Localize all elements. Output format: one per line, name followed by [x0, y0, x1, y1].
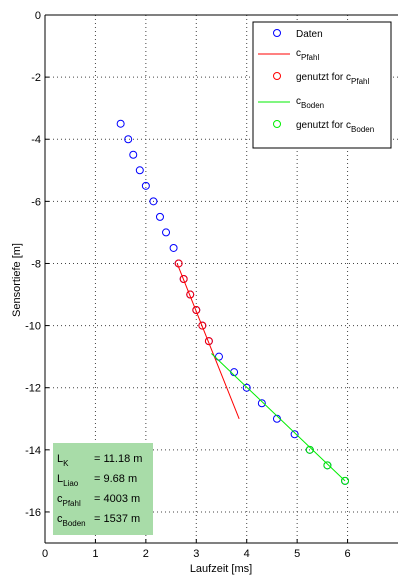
data-point: [341, 476, 350, 485]
data-point: [162, 228, 171, 237]
legend-item: genutzt for cPfahl: [273, 72, 369, 86]
x-tick-label: 6: [345, 548, 351, 560]
data-point: [141, 181, 150, 190]
y-axis-label: Sensortiefe [m]: [11, 243, 23, 317]
series-2: [174, 259, 213, 346]
annotation-background: [53, 443, 153, 535]
series-3: [211, 353, 346, 482]
x-axis-label: Laufzeit [ms]: [190, 563, 252, 575]
data-point: [257, 399, 266, 408]
data-point: [204, 337, 213, 346]
legend-item: genutzt for cBoden: [273, 120, 374, 134]
legend-item: cPfahl: [258, 48, 319, 62]
legend-swatch-marker: [273, 72, 281, 80]
annotation-line: LLiao = 9.68 m: [57, 473, 137, 488]
y-tick-label: -14: [25, 445, 41, 457]
data-point: [323, 461, 332, 470]
legend-label: genutzt for cPfahl: [296, 72, 369, 86]
x-tick-label: 2: [143, 548, 149, 560]
series-line: [176, 263, 240, 419]
y-tick-label: -10: [25, 321, 41, 333]
data-point: [186, 290, 195, 299]
data-point: [169, 243, 178, 252]
data-point: [149, 197, 158, 206]
x-tick-label: 4: [244, 548, 250, 560]
x-tick-label: 0: [42, 548, 48, 560]
x-tick-label: 5: [294, 548, 300, 560]
legend: Daten cPfahl genutzt for cPfahl cBoden genut…: [252, 21, 392, 149]
legend-swatch-marker: [273, 29, 281, 37]
y-tick-label: -6: [31, 196, 41, 208]
data-point: [155, 212, 164, 221]
data-point: [174, 259, 183, 268]
series-4: [305, 445, 350, 485]
y-tick-label: -16: [25, 507, 41, 519]
y-tick-label: -4: [31, 134, 41, 146]
data-point: [242, 383, 251, 392]
x-tick-label: 1: [92, 548, 98, 560]
series-layer: [116, 119, 350, 485]
data-point: [192, 306, 201, 315]
data-point: [179, 275, 188, 283]
annotation-box: LK = 11.18 m LLiao = 9.68 m cPfahl = 4003 m cB…: [53, 443, 153, 535]
y-tick-label: 0: [35, 10, 41, 22]
y-tick-label: -2: [31, 72, 41, 84]
series-1: [176, 263, 240, 419]
legend-item: Daten: [273, 29, 323, 40]
legend-label: cBoden: [296, 96, 324, 110]
data-point: [198, 321, 207, 330]
data-point: [305, 445, 314, 454]
y-tick-label: -12: [25, 383, 41, 395]
data-point: [124, 135, 133, 144]
axes: 0 1 2 3 4 5 6 0 -2 -4 -6 -8 -10 -12 -14 -16: [25, 10, 398, 560]
annotation-line: cPfahl = 4003 m: [57, 493, 140, 508]
data-point: [290, 430, 299, 439]
legend-item: cBoden: [258, 96, 324, 110]
annotation-line: LK = 11.18 m: [57, 453, 142, 468]
x-tick-label: 3: [193, 548, 199, 560]
legend-label: cPfahl: [296, 48, 319, 62]
data-point: [135, 166, 144, 175]
data-point: [116, 119, 125, 128]
data-point: [129, 150, 138, 159]
legend-label: Daten: [296, 29, 323, 40]
annotation-line: cBoden = 1537 m: [57, 513, 140, 528]
grid: [45, 15, 398, 543]
y-tick-label: -8: [31, 258, 41, 270]
legend-swatch-marker: [273, 120, 281, 128]
legend-label: genutzt for cBoden: [296, 120, 374, 134]
series-line: [211, 353, 346, 482]
